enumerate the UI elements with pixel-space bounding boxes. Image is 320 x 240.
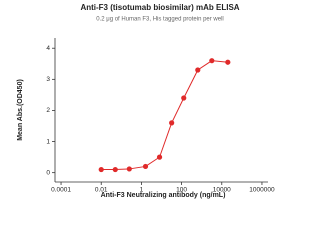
x-tick-label: 100: [176, 187, 187, 194]
chart-title: Anti-F3 (tisotumab biosimilar) mAb ELISA: [80, 3, 239, 12]
fit-line: [101, 60, 228, 171]
y-tick-label: 4: [46, 45, 50, 52]
y-tick-label: 3: [46, 76, 50, 83]
data-point: [225, 59, 231, 65]
data-point: [126, 166, 132, 172]
x-tick-label: 0.01: [95, 187, 108, 194]
chart-subtitle: 0.2 μg of Human F3, His tagged protein p…: [96, 17, 224, 23]
chart: Anti-F3 (tisotumab biosimilar) mAb ELISA…: [17, 3, 275, 199]
x-tick-label: 1: [140, 187, 144, 194]
y-tick-label: 2: [46, 107, 50, 114]
x-tick-label: 10000: [213, 187, 231, 194]
y-axis-title: Mean Abs.(OD450): [17, 79, 24, 141]
data-point: [98, 166, 104, 173]
data-point: [181, 95, 187, 101]
data-point: [195, 67, 201, 73]
y-tick-label: 0: [46, 169, 50, 176]
data-point: [209, 58, 215, 64]
data-point: [112, 166, 118, 173]
x-axis-title: Anti-F3 Neutralizing antibody (ng/mL): [101, 192, 226, 199]
data-point: [169, 120, 175, 126]
x-tick-label: 1000000: [249, 187, 275, 194]
data-point: [142, 163, 149, 170]
y-tick-label: 1: [46, 138, 50, 145]
data-point: [156, 154, 163, 160]
x-tick-label: 0.0001: [51, 187, 71, 194]
